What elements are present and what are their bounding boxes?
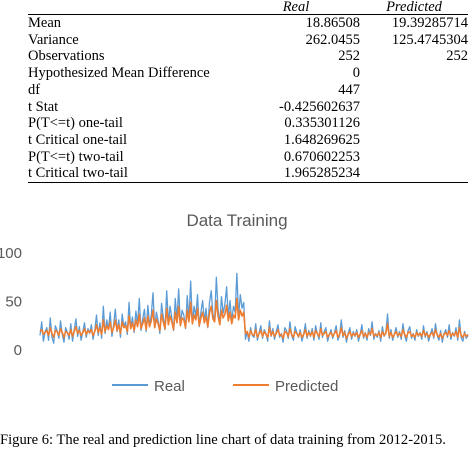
row-predicted-value <box>360 99 468 116</box>
chart-title: Data Training <box>186 211 287 230</box>
header-predicted: Predicted <box>360 0 468 15</box>
figure-caption: Figure 6: The real and prediction line c… <box>0 432 446 448</box>
row-label: Variance <box>28 31 79 48</box>
row-label: P(T<=t) two-tail <box>28 148 124 165</box>
legend-label-predicted: Predicted <box>275 378 338 395</box>
row-real-value: 1.965285234 <box>232 165 360 184</box>
y-tick-label: 0 <box>14 342 22 359</box>
y-tick-label: 50 <box>5 294 22 311</box>
row-label: df <box>28 81 41 98</box>
row-predicted-value: 125.4745304 <box>391 31 468 48</box>
row-label: Mean <box>28 15 62 31</box>
row-predicted-value <box>360 115 468 132</box>
row-predicted-value <box>360 65 468 82</box>
header-real: Real <box>232 0 360 15</box>
row-label: t Stat <box>28 98 59 115</box>
header-label <box>28 0 232 15</box>
table-row: t Critical two-tail 1.965285234 <box>28 165 468 184</box>
row-predicted-value <box>360 149 468 166</box>
row-real-value: 18.86508 <box>305 15 360 31</box>
stats-table: Real Predicted Mean 18.86508 19.39285714 Va… <box>28 0 468 184</box>
table-row: P(T<=t) two-tail 0.670602253 <box>28 149 468 166</box>
table-row: P(T<=t) one-tail 0.335301126 <box>28 115 468 132</box>
row-real-value: 447 <box>338 81 360 98</box>
legend-label-real: Real <box>154 378 185 395</box>
table-row: Observations 252 252 <box>28 48 468 65</box>
row-real-value: 1.648269625 <box>283 131 360 148</box>
table-row: t Critical one-tail 1.648269625 <box>28 132 468 149</box>
y-tick-label: 100 <box>0 245 22 262</box>
row-predicted-value <box>360 82 468 99</box>
series-line-predicted <box>39 297 469 340</box>
row-label: t Critical two-tail <box>28 165 232 184</box>
row-predicted-value <box>360 165 468 184</box>
table-row: Variance 262.0455 125.4745304 <box>28 32 468 49</box>
row-real-value: 262.0455 <box>305 31 360 48</box>
row-real-value: 0 <box>352 65 360 82</box>
table-row: Hypothesized Mean Difference 0 <box>28 65 468 82</box>
row-predicted-value: 19.39285714 <box>391 15 468 31</box>
row-predicted-value: 252 <box>446 48 468 65</box>
line-chart: Data Training 0 50 100 Real Predicted <box>0 211 469 395</box>
row-real-value: 0.670602253 <box>283 148 360 165</box>
row-real-value: 0.335301126 <box>284 115 360 132</box>
row-label: Observations <box>28 48 105 65</box>
table-row: df 447 <box>28 82 468 99</box>
row-label: P(T<=t) one-tail <box>28 115 123 132</box>
table-row: t Stat -0.425602637 <box>28 99 468 116</box>
table-header-row: Real Predicted <box>28 0 468 15</box>
row-real-value: -0.425602637 <box>279 98 360 115</box>
row-label: Hypothesized Mean Difference <box>28 65 210 82</box>
table-row: Mean 18.86508 19.39285714 <box>28 15 468 32</box>
row-real-value: 252 <box>338 48 360 65</box>
row-predicted-value <box>360 132 468 149</box>
row-label: t Critical one-tail <box>28 131 128 148</box>
